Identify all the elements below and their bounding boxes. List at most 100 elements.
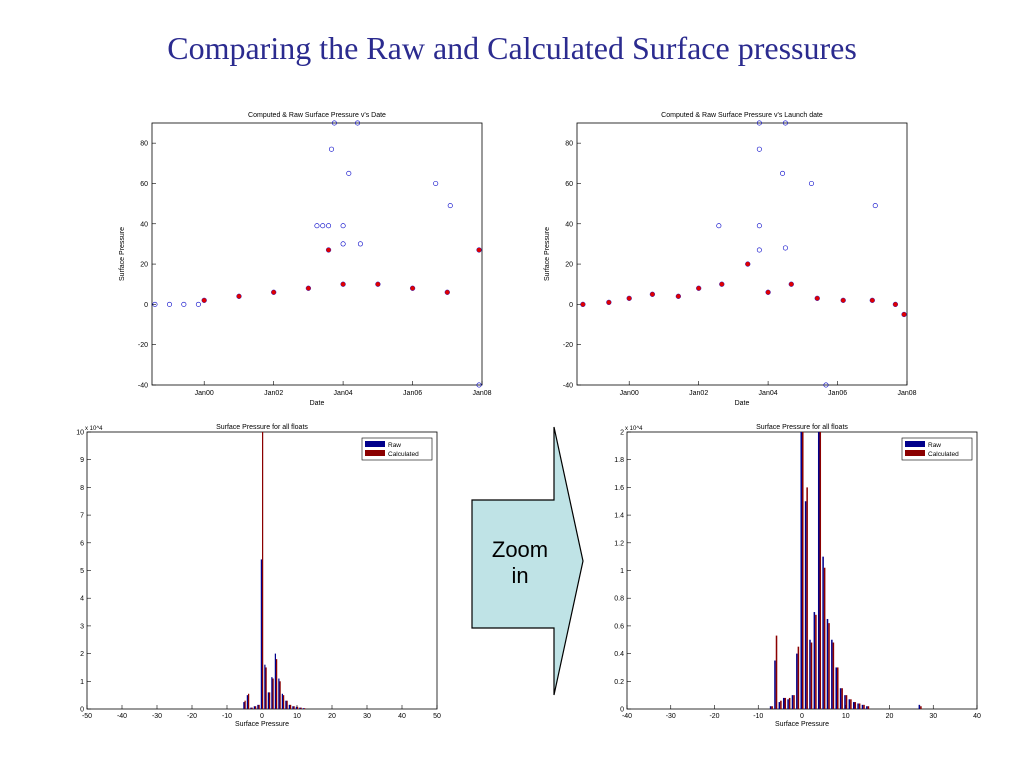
calculated-bar <box>283 695 285 709</box>
calculated-bar <box>300 707 302 709</box>
calculated-point <box>788 281 794 287</box>
x-tick-label: -40 <box>622 713 632 720</box>
calculated-bar <box>788 697 791 709</box>
raw-point <box>346 170 352 176</box>
x-tick-label: -20 <box>187 713 197 720</box>
raw-bar <box>817 432 820 709</box>
calculated-bar <box>279 681 281 709</box>
histogram-zoomed: Surface Pressure for all floats x 10^4 0 0.… <box>614 424 981 728</box>
raw-point <box>782 120 788 126</box>
y-axis-label: Surface Pressure <box>544 227 551 281</box>
raw-bar <box>302 708 304 709</box>
legend-label: Raw <box>928 442 941 449</box>
x-axis-label: Date <box>310 400 325 407</box>
raw-point <box>152 301 158 307</box>
x-tick-label: Jan08 <box>897 390 916 397</box>
raw-bar <box>852 702 855 709</box>
calculated-bar <box>841 688 843 709</box>
raw-bar <box>866 706 868 709</box>
raw-bar <box>271 677 273 709</box>
calculated-bar <box>771 706 773 709</box>
plot-area <box>576 122 908 386</box>
y-tick-label: 0.4 <box>614 651 624 658</box>
raw-bar <box>292 706 294 709</box>
y-tick-label: -40 <box>138 383 148 390</box>
raw-bar <box>822 556 824 709</box>
calculated-bar <box>265 667 267 709</box>
calculated-point <box>305 285 311 291</box>
raw-bar <box>826 618 829 709</box>
x-tick-label: -50 <box>82 713 92 720</box>
raw-point <box>320 223 326 229</box>
calculated-point <box>476 247 482 253</box>
raw-bar <box>257 704 259 709</box>
raw-bar <box>264 664 266 709</box>
x-tick-label: 30 <box>929 713 937 720</box>
raw-point <box>181 301 187 307</box>
legend-label: Raw <box>388 442 401 449</box>
raw-point <box>355 120 361 126</box>
calculated-point <box>271 289 277 295</box>
raw-bar <box>267 692 269 709</box>
calculated-bar <box>823 567 826 709</box>
raw-point <box>782 245 788 251</box>
y-tick-label: 20 <box>565 262 573 269</box>
raw-bar <box>778 702 781 709</box>
x-tick-label: Jan04 <box>759 390 778 397</box>
raw-bar <box>804 501 807 709</box>
x-axis-label: Surface Pressure <box>775 721 829 728</box>
y-tick-label: 10 <box>76 430 84 437</box>
raw-point <box>872 203 878 209</box>
raw-point <box>808 180 814 186</box>
raw-point <box>716 223 722 229</box>
raw-bar <box>243 702 245 709</box>
raw-bar <box>769 706 772 709</box>
x-tick-label: 0 <box>800 713 804 720</box>
calculated-point <box>745 261 751 267</box>
raw-bar <box>831 639 833 709</box>
calculated-point <box>340 281 346 287</box>
legend-swatch <box>365 450 385 456</box>
calculated-bar <box>858 703 861 709</box>
y-multiplier: x 10^4 <box>625 426 643 432</box>
y-multiplier: x 10^4 <box>85 426 103 432</box>
calculated-bar <box>806 487 808 709</box>
x-tick-label: 30 <box>363 713 371 720</box>
calculated-bar <box>286 700 288 709</box>
raw-bar <box>285 700 287 709</box>
y-tick-label: 6 <box>80 540 84 547</box>
raw-bar <box>857 703 859 709</box>
chart-title: Computed & Raw Surface Pressure v's Laun… <box>661 112 823 119</box>
raw-bar <box>278 678 280 709</box>
x-tick-label: Jan02 <box>264 390 283 397</box>
x-tick-label: Jan02 <box>689 390 708 397</box>
x-tick-label: 10 <box>842 713 850 720</box>
x-tick-label: -20 <box>709 713 719 720</box>
calculated-point <box>869 297 875 303</box>
raw-bar <box>809 639 811 709</box>
calculated-bar <box>293 706 295 709</box>
x-tick-label: Jan06 <box>403 390 422 397</box>
calculated-point <box>444 289 450 295</box>
y-tick-label: 1.2 <box>614 540 624 547</box>
x-tick-label: 40 <box>973 713 981 720</box>
calculated-point <box>236 293 242 299</box>
legend-label: Calculated <box>928 451 959 458</box>
y-tick-label: 0 <box>569 302 573 309</box>
x-axis-label: Surface Pressure <box>235 721 289 728</box>
histogram-full: Surface Pressure for all floats x 10^4 0 1 2… <box>76 424 441 728</box>
raw-bar <box>800 432 802 709</box>
calculated-point <box>814 295 820 301</box>
raw-bar <box>813 612 816 709</box>
y-tick-label: 7 <box>80 513 84 520</box>
calculated-bar <box>845 695 848 709</box>
calculated-point <box>649 291 655 297</box>
raw-bar <box>787 699 789 709</box>
calculated-point <box>901 311 907 318</box>
calculated-bar <box>793 695 795 709</box>
calculated-bar <box>290 704 292 709</box>
chart-title: Surface Pressure for all floats <box>756 424 848 431</box>
raw-point <box>780 170 786 176</box>
x-tick-label: 20 <box>886 713 894 720</box>
raw-bar <box>861 704 864 709</box>
